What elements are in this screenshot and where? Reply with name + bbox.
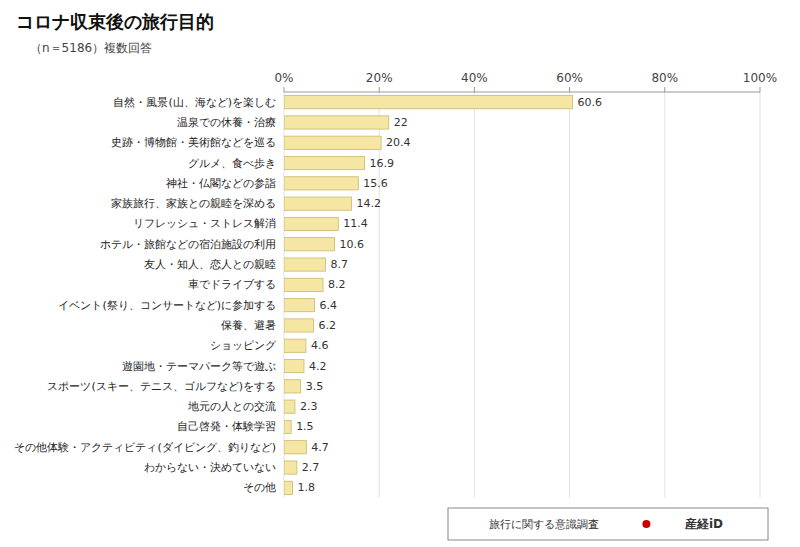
- bar: [284, 96, 572, 109]
- grid-line: [760, 92, 761, 498]
- category-label: ショッピング: [210, 339, 277, 352]
- data-label: 20.4: [386, 136, 411, 149]
- footer: 旅行に関する意識調査 産経iD: [448, 508, 768, 540]
- category-label: ホテル・旅館などの宿泊施設の利用: [100, 238, 276, 251]
- footer-text: 旅行に関する意識調査: [489, 518, 599, 531]
- bar: [284, 238, 334, 251]
- category-label: わからない・決めていない: [144, 461, 276, 474]
- data-label: 2.3: [300, 400, 318, 413]
- data-label: 8.2: [328, 278, 346, 291]
- grid-line: [284, 92, 285, 498]
- data-label: 3.5: [306, 380, 324, 393]
- data-label: 8.7: [330, 258, 348, 271]
- tick-mark: [664, 87, 665, 92]
- grid-line: [664, 92, 665, 498]
- bar: [284, 258, 325, 271]
- data-label: 6.4: [319, 299, 337, 312]
- data-label: 15.6: [363, 177, 388, 190]
- tick-mark: [284, 87, 285, 92]
- x-axis: 0% 20% 40% 60% 80% 100%: [274, 71, 777, 92]
- category-label: 家族旅行、家族との親睦を深める: [111, 197, 276, 210]
- data-label: 22: [394, 116, 408, 129]
- grid-line: [379, 92, 380, 498]
- category-label: リフレッシュ・ストレス解消: [133, 217, 276, 230]
- bar: [284, 400, 295, 413]
- tick-mark: [569, 87, 570, 92]
- tick-label: 0%: [274, 71, 293, 85]
- category-label: 車でドライブする: [188, 278, 276, 291]
- data-label: 4.7: [311, 441, 329, 454]
- data-label: 2.7: [302, 461, 320, 474]
- category-label: その他: [243, 481, 276, 494]
- bar: [284, 420, 291, 433]
- category-label: 保養、避暑: [221, 319, 276, 332]
- category-label: 神社・仏閣などの参詣: [166, 177, 276, 190]
- tick-label: 20%: [366, 71, 393, 85]
- bar: [284, 278, 323, 291]
- chart: コロナ収束後の旅行目的 （n＝5186）複数回答自然・風景(山、海など)を楽しむ温…: [0, 0, 800, 547]
- category-label: 遊園地・テーマパーク等で遊ぶ: [122, 360, 276, 373]
- bar: [284, 116, 389, 129]
- data-label: 4.2: [309, 360, 327, 373]
- tick-mark: [379, 87, 380, 92]
- category-label: グルメ、食べ歩き: [188, 157, 276, 170]
- bar: [284, 481, 293, 494]
- tick-mark: [760, 87, 761, 92]
- bar: [284, 156, 364, 169]
- bar: [284, 197, 352, 210]
- axis-line: [284, 92, 760, 93]
- category-label: 友人・知人、恋人との親睦: [144, 258, 276, 271]
- grid: [284, 92, 760, 498]
- category-label: スポーツ(スキー、テニス、ゴルフなど)をする: [47, 380, 276, 393]
- data-label: 16.9: [369, 157, 394, 170]
- footer-brand: 産経iD: [684, 517, 723, 531]
- category-label: 自然・風景(山、海など)を楽しむ: [113, 96, 276, 109]
- bar: [284, 339, 306, 352]
- data-label: 1.5: [296, 420, 314, 433]
- tick-mark: [474, 87, 475, 92]
- bar: [284, 380, 301, 393]
- data-label: 1.8: [298, 481, 316, 494]
- category-label: 史跡・博物館・美術館などを巡る: [111, 136, 276, 149]
- data-label: 14.2: [357, 197, 382, 210]
- data-label: 11.4: [343, 217, 368, 230]
- category-label: イベント(祭り、コンサートなど)に参加する: [58, 299, 276, 312]
- category-labels: 自然・風景(山、海など)を楽しむ温泉での休養・治療史跡・博物館・美術館などを巡る…: [14, 96, 277, 495]
- footer-dot: [642, 520, 650, 528]
- tick-label: 80%: [651, 71, 678, 85]
- grid-line: [569, 92, 570, 498]
- bar: [284, 217, 338, 230]
- category-label: 自己啓発・体験学習: [177, 420, 276, 433]
- title: コロナ収束後の旅行目的: [16, 11, 214, 32]
- grid-line: [474, 92, 475, 498]
- bar: [284, 136, 381, 149]
- data-labels: 60.6 22 20.4 16.9 15.6 14.2 11.4 10.6 8.7 8.2 6.4 6…: [296, 96, 602, 495]
- category-label: その他体験・アクティビティ(ダイビング、釣りなど): [14, 441, 276, 454]
- category-label: 温泉での休養・治療: [177, 116, 276, 129]
- data-label: 6.2: [319, 319, 337, 332]
- data-label: 60.6: [577, 96, 602, 109]
- subtitle: （n＝5186）複数回答: [30, 41, 152, 55]
- data-label: 10.6: [339, 238, 364, 251]
- background: [0, 0, 800, 547]
- bar: [284, 177, 358, 190]
- tick-label: 40%: [461, 71, 488, 85]
- tick-label: 60%: [556, 71, 583, 85]
- bars: [284, 96, 572, 495]
- bar: [284, 441, 306, 454]
- bar: [284, 359, 304, 372]
- footer-box: [448, 508, 768, 540]
- data-label: 4.6: [311, 339, 329, 352]
- tick-label: 100%: [743, 71, 777, 85]
- bar: [284, 461, 297, 474]
- bar: [284, 319, 314, 332]
- category-label: 地元の人との交流: [187, 400, 276, 413]
- bar: [284, 299, 314, 312]
